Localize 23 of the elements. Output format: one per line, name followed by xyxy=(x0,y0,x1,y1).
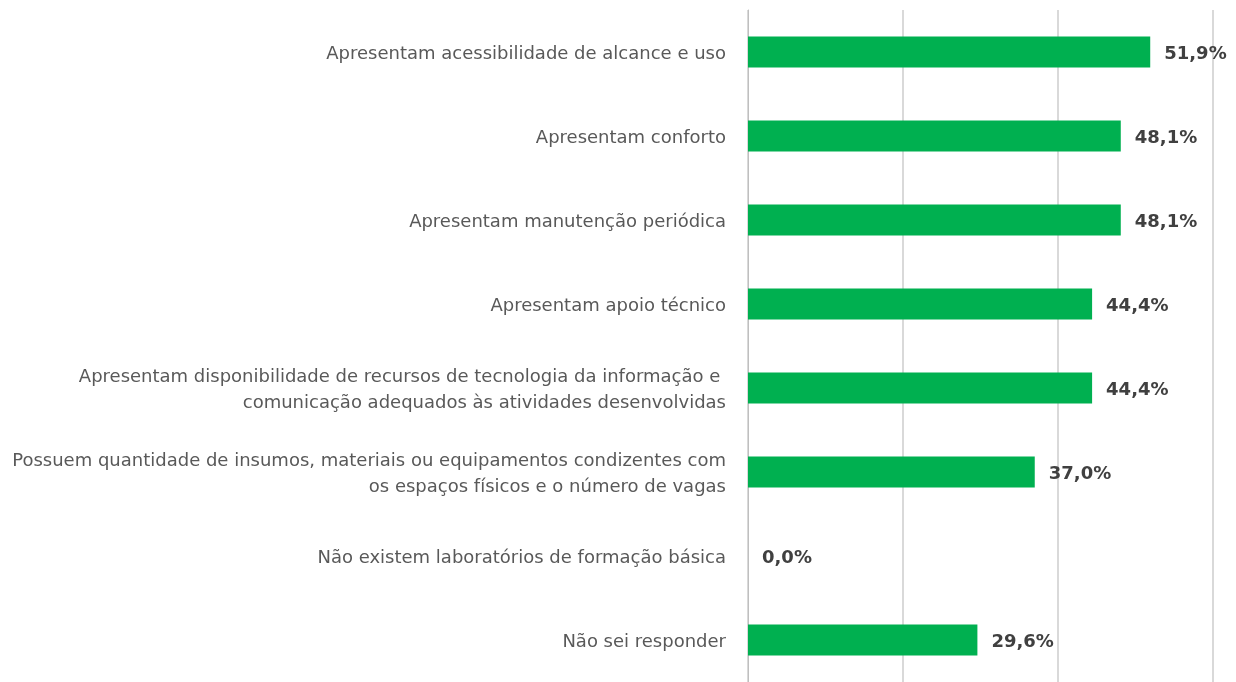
bar xyxy=(748,36,1151,68)
data-label: 37,0% xyxy=(1048,461,1112,483)
data-label: 29,6% xyxy=(991,629,1054,651)
bar xyxy=(748,120,1121,152)
bar xyxy=(748,204,1121,236)
data-label: 44,4% xyxy=(1106,293,1169,315)
y-tick-label: Apresentam acessibilidade de alcance e uso xyxy=(326,41,726,63)
data-label: 0,0% xyxy=(762,545,812,567)
y-tick-label: Apresentam disponibilidade de recursos de tecnologia da informação e comunicação adequados às atividades desenvolvidas xyxy=(78,364,726,412)
data-label: 48,1% xyxy=(1134,209,1198,231)
y-tick-label: Apresentam conforto xyxy=(535,125,726,147)
data-label: 51,9% xyxy=(1164,41,1227,63)
bar xyxy=(748,624,978,656)
y-tick-label: Apresentam apoio técnico xyxy=(490,293,726,315)
y-tick-label: Apresentam manutenção periódica xyxy=(409,209,726,231)
y-tick-label: Não sei responder xyxy=(562,629,727,651)
bar xyxy=(748,456,1035,488)
bar xyxy=(748,372,1093,404)
data-label: 48,1% xyxy=(1134,125,1198,147)
bar xyxy=(748,288,1093,320)
y-tick-label: Possuem quantidade de insumos, materiais ou equipamentos condizentes com os espaços físicos e o número de vagas xyxy=(12,448,726,496)
y-tick-label: Não existem laboratórios de formação básica xyxy=(317,545,726,567)
data-label: 44,4% xyxy=(1106,377,1169,399)
